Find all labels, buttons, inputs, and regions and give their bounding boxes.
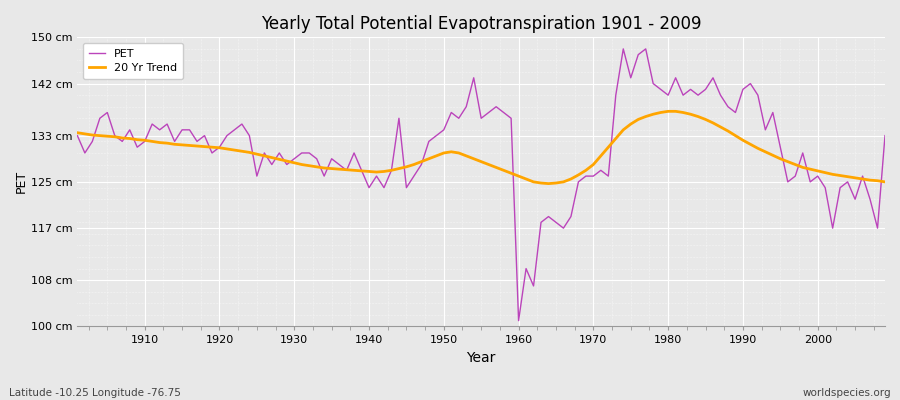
20 Yr Trend: [72, 130, 83, 135]
20 Yr Trend: [341, 167, 352, 172]
Text: Latitude -10.25 Longitude -76.75: Latitude -10.25 Longitude -76.75: [9, 388, 181, 398]
20 Yr Trend: [662, 109, 673, 114]
PET: [610, 93, 621, 98]
20 Yr Trend: [131, 137, 142, 142]
Line: 20 Yr Trend: 20 Yr Trend: [77, 111, 885, 184]
PET: [506, 116, 517, 121]
PET: [879, 133, 890, 138]
PET: [131, 145, 142, 150]
Line: PET: PET: [77, 49, 885, 321]
Legend: PET, 20 Yr Trend: PET, 20 Yr Trend: [83, 43, 183, 79]
Text: worldspecies.org: worldspecies.org: [803, 388, 891, 398]
PET: [296, 150, 307, 155]
PET: [513, 318, 524, 323]
20 Yr Trend: [610, 136, 621, 141]
20 Yr Trend: [296, 162, 307, 167]
20 Yr Trend: [879, 180, 890, 184]
Title: Yearly Total Potential Evapotranspiration 1901 - 2009: Yearly Total Potential Evapotranspiratio…: [261, 15, 701, 33]
20 Yr Trend: [513, 174, 524, 178]
PET: [341, 168, 352, 173]
20 Yr Trend: [506, 171, 517, 176]
X-axis label: Year: Year: [466, 351, 496, 365]
PET: [521, 266, 532, 271]
PET: [618, 46, 629, 51]
PET: [72, 133, 83, 138]
20 Yr Trend: [543, 181, 553, 186]
Y-axis label: PET: PET: [15, 170, 28, 194]
